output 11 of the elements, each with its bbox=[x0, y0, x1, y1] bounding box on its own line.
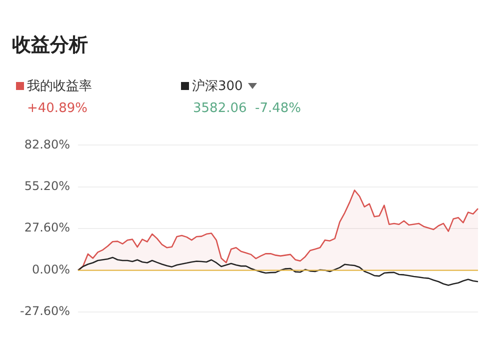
y-tick-label: -27.60% bbox=[20, 304, 70, 318]
legend-label: 沪深300 bbox=[192, 78, 243, 95]
text: -7.48% bbox=[255, 101, 301, 116]
chart-title: 收益分析 bbox=[12, 33, 88, 58]
y-tick-label: 55.20% bbox=[24, 179, 70, 194]
y-tick-label: 0.00% bbox=[32, 262, 70, 276]
y-tick-label: 27.60% bbox=[24, 220, 70, 235]
y-tick-label: 82.80% bbox=[24, 137, 70, 152]
text: 3582.06 bbox=[193, 101, 247, 116]
legend-label: 我的收益率 bbox=[27, 78, 92, 95]
text: +40.89% bbox=[27, 101, 88, 116]
